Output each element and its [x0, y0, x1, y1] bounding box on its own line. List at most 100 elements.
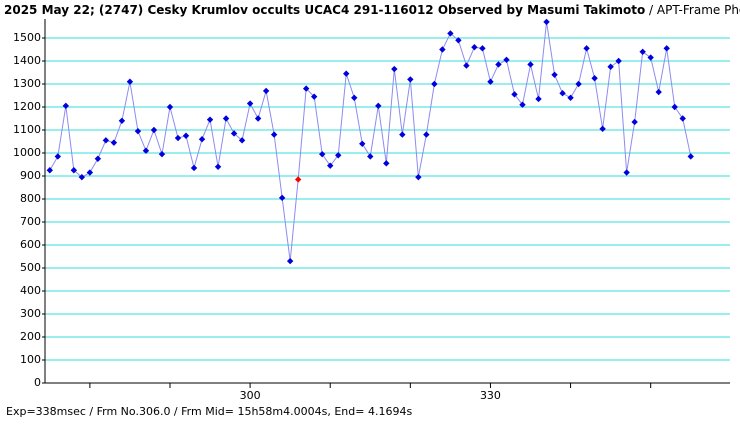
chart-title: 2025 May 22; (2747) Cesky Krumlov occult…	[4, 3, 645, 17]
data-point	[631, 118, 638, 126]
data-point	[519, 101, 526, 108]
y-tick-label: 1400	[13, 54, 41, 67]
data-point	[302, 85, 310, 92]
data-point	[351, 94, 358, 101]
data-point	[671, 103, 678, 111]
title-line: 2025 May 22; (2747) Cesky Krumlov occult…	[4, 3, 740, 17]
data-point	[327, 162, 334, 169]
data-point	[158, 150, 166, 158]
footer: Exp=338msec / Frm No.306.0 / Frm Mid= 15…	[6, 405, 412, 418]
data-point	[150, 126, 158, 134]
data-point	[383, 160, 390, 167]
data-point	[286, 257, 294, 265]
data-point	[166, 103, 174, 111]
data-point	[262, 87, 270, 95]
chart-subtitle: / APT-Frame Photometry /	[645, 3, 740, 17]
data-point	[439, 46, 446, 53]
y-tick-label: 400	[20, 284, 41, 297]
data-point	[182, 132, 190, 139]
y-tick-label: 1200	[13, 100, 41, 113]
data-point	[551, 71, 558, 78]
data-point	[655, 88, 662, 96]
data-point	[503, 56, 510, 64]
data-point	[543, 18, 550, 26]
data-point	[70, 167, 78, 174]
data-point	[62, 102, 70, 110]
data-point	[591, 75, 598, 82]
data-point	[190, 164, 198, 172]
data-point	[222, 115, 230, 122]
data-point	[294, 176, 302, 183]
data-point	[487, 78, 494, 85]
data-point	[391, 65, 398, 73]
data-point	[343, 70, 350, 77]
data-point	[310, 93, 318, 100]
data-point	[86, 169, 94, 176]
data-line	[49, 21, 692, 262]
data-point	[214, 163, 222, 170]
data-point	[615, 57, 622, 65]
data-point	[118, 117, 126, 124]
data-point	[94, 155, 102, 162]
data-point	[423, 131, 430, 138]
data-point	[198, 136, 206, 143]
data-point	[230, 130, 238, 137]
data-point	[535, 95, 542, 103]
y-tick-label: 1300	[13, 77, 41, 90]
data-point	[599, 125, 606, 133]
data-point	[254, 115, 262, 122]
data-point	[102, 137, 110, 144]
data-point	[663, 45, 670, 52]
data-point	[583, 45, 590, 52]
data-point	[511, 91, 518, 98]
data-point	[126, 78, 134, 85]
data-point	[174, 134, 182, 142]
data-point	[479, 45, 486, 52]
data-point	[455, 37, 462, 44]
y-tick-label: 500	[20, 261, 41, 274]
data-point	[78, 173, 86, 181]
data-point	[319, 150, 326, 158]
data-point	[415, 173, 422, 181]
data-point	[575, 80, 582, 88]
data-point	[623, 169, 630, 176]
y-tick-label: 0	[34, 376, 41, 389]
data-point	[54, 153, 62, 160]
y-tick-label: 1100	[13, 123, 41, 136]
data-point	[399, 131, 406, 138]
data-point	[407, 76, 414, 83]
x-tick-label: 300	[240, 389, 261, 402]
data-point	[278, 194, 286, 202]
data-point	[639, 48, 646, 55]
data-point	[246, 100, 254, 107]
data-point	[471, 44, 478, 51]
y-tick-label: 1000	[13, 146, 41, 159]
data-point	[238, 137, 246, 144]
data-point	[607, 63, 614, 70]
y-tick-label: 700	[20, 215, 41, 228]
data-point	[647, 54, 654, 61]
data-point	[687, 153, 694, 160]
data-point	[375, 102, 382, 110]
data-point	[431, 80, 438, 88]
y-tick-label: 100	[20, 353, 41, 366]
data-point	[367, 153, 374, 160]
data-point	[142, 147, 150, 154]
data-point	[559, 90, 566, 97]
data-point	[335, 152, 342, 159]
data-point	[270, 131, 278, 138]
data-point	[134, 127, 142, 135]
data-point	[527, 61, 534, 68]
y-tick-label: 1500	[13, 31, 41, 44]
y-tick-label: 300	[20, 307, 41, 320]
y-tick-label: 800	[20, 192, 41, 205]
x-tick-label: 330	[480, 389, 501, 402]
data-point	[495, 61, 502, 68]
data-point	[206, 116, 214, 123]
data-point	[567, 94, 574, 101]
y-tick-label: 900	[20, 169, 41, 182]
y-tick-label: 200	[20, 330, 41, 343]
y-tick-label: 600	[20, 238, 41, 251]
data-point	[110, 139, 118, 146]
data-point	[46, 167, 54, 174]
